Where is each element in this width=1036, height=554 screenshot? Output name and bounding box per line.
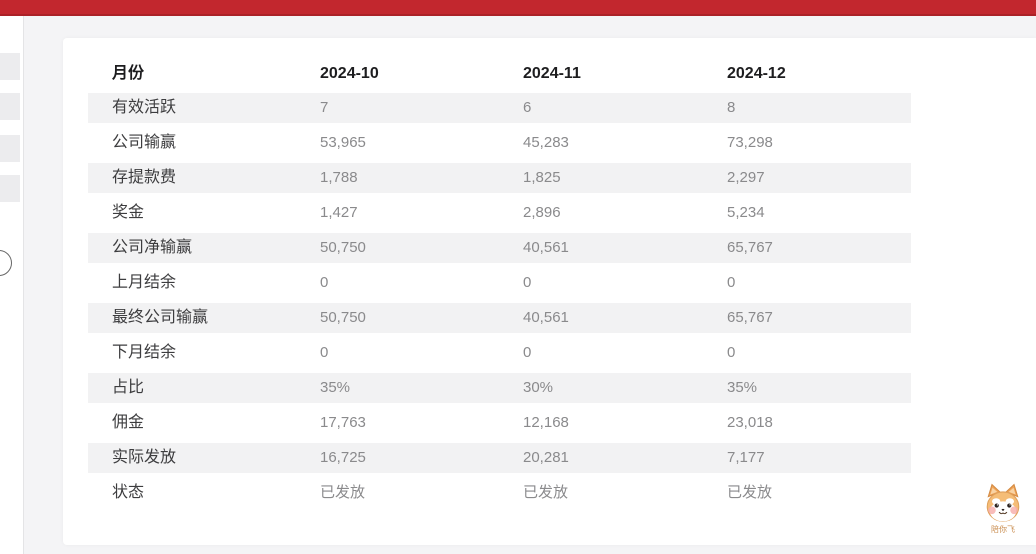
row-value: 0	[320, 274, 329, 291]
top-navbar	[0, 0, 1036, 16]
row-value: 30%	[523, 379, 554, 396]
row-value: 17,763	[320, 414, 366, 431]
sidebar-skeleton-item	[0, 93, 20, 120]
table-row: 公司输赢 53,965 45,283 73,298	[88, 128, 911, 158]
shiba-mascot-icon	[975, 483, 1031, 525]
table-row: 公司净输赢 50,750 40,561 65,767	[88, 233, 911, 263]
table-row: 存提款费 1,788 1,825 2,297	[88, 163, 911, 193]
row-value: 0	[320, 344, 329, 361]
sidebar-toggle-button[interactable]	[0, 250, 12, 276]
column-header-2024-11: 2024-11	[523, 65, 581, 82]
row-label: 存提款费	[112, 169, 177, 186]
row-value: 1,427	[320, 204, 358, 221]
row-value: 12,168	[523, 414, 569, 431]
table-row: 实际发放 16,725 20,281 7,177	[88, 443, 911, 473]
row-label: 公司输赢	[112, 134, 177, 151]
row-value: 0	[727, 274, 736, 291]
table-row: 上月结余 0 0 0	[88, 268, 911, 298]
row-value: 7,177	[727, 449, 765, 466]
table-row: 最终公司输赢 50,750 40,561 65,767	[88, 303, 911, 333]
column-header-2024-10: 2024-10	[320, 65, 379, 82]
column-header-2024-12: 2024-12	[727, 65, 786, 82]
row-value: 1,825	[523, 169, 561, 186]
row-label: 佣金	[112, 414, 145, 431]
month-column-header: 月份	[112, 65, 145, 82]
table-header-row: 月份 2024-10 2024-11 2024-12	[88, 58, 911, 90]
row-label: 下月结余	[112, 344, 177, 361]
mascot-label: 陪你飞	[991, 525, 1015, 534]
row-label: 奖金	[112, 204, 145, 221]
table-row: 奖金 1,427 2,896 5,234	[88, 198, 911, 228]
row-value: 0	[523, 274, 532, 291]
row-value: 已发放	[523, 484, 569, 501]
row-value: 0	[523, 344, 532, 361]
row-value: 7	[320, 99, 329, 116]
row-label: 占比	[112, 379, 145, 396]
customer-service-mascot[interactable]: 陪你飞	[975, 483, 1031, 545]
row-value: 73,298	[727, 134, 773, 151]
row-label: 状态	[112, 484, 145, 501]
row-value: 20,281	[523, 449, 569, 466]
row-label: 有效活跃	[112, 99, 177, 116]
row-label: 最终公司输赢	[112, 309, 209, 326]
table-row: 占比 35% 30% 35%	[88, 373, 911, 403]
collapsed-sidebar	[0, 16, 24, 554]
row-value: 已发放	[320, 484, 366, 501]
report-table: 月份 2024-10 2024-11 2024-12 有效活跃 7 6 8 公司输赢 53…	[88, 58, 911, 513]
report-card: 月份 2024-10 2024-11 2024-12 有效活跃 7 6 8 公司输赢 53…	[63, 38, 1036, 545]
row-value: 35%	[320, 379, 351, 396]
row-value: 6	[523, 99, 532, 116]
sidebar-skeleton-item	[0, 175, 20, 202]
row-value: 53,965	[320, 134, 366, 151]
row-value: 16,725	[320, 449, 366, 466]
row-value: 已发放	[727, 484, 773, 501]
row-label: 实际发放	[112, 449, 177, 466]
report-table-body: 有效活跃 7 6 8 公司输赢 53,965 45,283 73,298 存提款费 1,788 1,…	[88, 93, 911, 508]
row-value: 8	[727, 99, 736, 116]
row-value: 50,750	[320, 239, 366, 256]
row-value: 23,018	[727, 414, 773, 431]
row-value: 45,283	[523, 134, 569, 151]
table-row: 佣金 17,763 12,168 23,018	[88, 408, 911, 438]
table-row: 有效活跃 7 6 8	[88, 93, 911, 123]
row-value: 40,561	[523, 309, 569, 326]
row-value: 35%	[727, 379, 758, 396]
row-value: 50,750	[320, 309, 366, 326]
sidebar-skeleton-item	[0, 135, 20, 162]
row-label: 公司净输赢	[112, 239, 193, 256]
row-label: 上月结余	[112, 274, 177, 291]
row-value: 2,297	[727, 169, 765, 186]
row-value: 2,896	[523, 204, 561, 221]
row-value: 1,788	[320, 169, 358, 186]
row-value: 65,767	[727, 309, 773, 326]
sidebar-skeleton-item	[0, 53, 20, 80]
row-value: 65,767	[727, 239, 773, 256]
row-value: 0	[727, 344, 736, 361]
table-row: 下月结余 0 0 0	[88, 338, 911, 368]
row-value: 40,561	[523, 239, 569, 256]
table-row: 状态 已发放 已发放 已发放	[88, 478, 911, 508]
row-value: 5,234	[727, 204, 765, 221]
